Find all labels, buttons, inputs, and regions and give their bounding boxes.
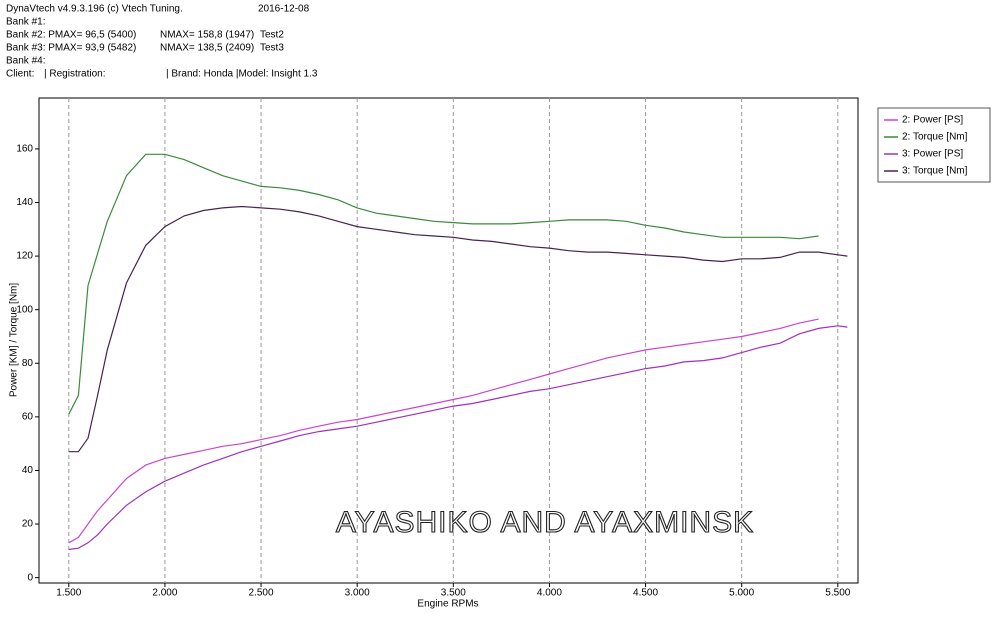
- client: Client:: [6, 69, 34, 80]
- y-tick-label: 160: [16, 144, 33, 155]
- y-tick-label: 100: [16, 304, 33, 315]
- brand-model: | Brand: Honda |Model: Insight 1.3: [166, 69, 318, 80]
- registration: | Registration:: [44, 69, 106, 80]
- x-tick-label: 2.500: [249, 588, 274, 599]
- bank: Bank #2: PMAX= 96,5 (5400): [6, 30, 136, 41]
- x-axis-label: Engine RPMs: [417, 599, 478, 610]
- legend-label: 3: Power [PS]: [902, 149, 963, 160]
- software: DynaVtech v4.9.3.196 (c) Vtech Tuning.: [6, 4, 183, 15]
- y-tick-label: 60: [22, 412, 34, 423]
- x-tick-label: 5.000: [729, 588, 754, 599]
- bank: Bank #4:: [6, 56, 45, 67]
- plot-area: [38, 97, 859, 584]
- y-tick-label: 120: [16, 251, 33, 262]
- x-tick-label: 4.500: [633, 588, 658, 599]
- bank-nmax: NMAX= 138,5 (2409): [160, 43, 254, 54]
- series-line: [68, 153, 819, 415]
- bank-nmax: NMAX= 158,8 (1947): [160, 30, 254, 41]
- bank-test: Test2: [260, 30, 284, 41]
- series-line: [68, 325, 848, 551]
- y-tick-label: 0: [27, 572, 33, 583]
- y-tick-label: 140: [16, 197, 33, 208]
- y-tick-label: 20: [22, 519, 34, 530]
- bank: Bank #3: PMAX= 93,9 (5482): [6, 43, 136, 54]
- watermark: AYASHIKO AND AYAXMINSK: [336, 506, 754, 539]
- x-tick-label: 4.000: [537, 588, 562, 599]
- bank-test: Test3: [260, 43, 284, 54]
- y-tick-label: 40: [22, 465, 34, 476]
- legend-label: 2: Power [PS]: [902, 115, 963, 126]
- x-tick-label: 1.500: [56, 588, 81, 599]
- legend-label: 2: Torque [Nm]: [902, 132, 968, 143]
- date: 2016-12-08: [258, 4, 310, 15]
- series-line: [68, 205, 848, 453]
- legend-label: 3: Torque [Nm]: [902, 166, 968, 177]
- y-tick-label: 80: [22, 358, 34, 369]
- y-axis-label: Power [KM] / Torque [Nm]: [9, 283, 20, 398]
- x-tick-label: 5.500: [825, 588, 850, 599]
- bank: Bank #1:: [6, 17, 45, 28]
- x-tick-label: 2.000: [152, 588, 177, 599]
- x-tick-label: 3.000: [345, 588, 370, 599]
- x-tick-label: 3.500: [441, 588, 466, 599]
- series-line: [68, 318, 819, 544]
